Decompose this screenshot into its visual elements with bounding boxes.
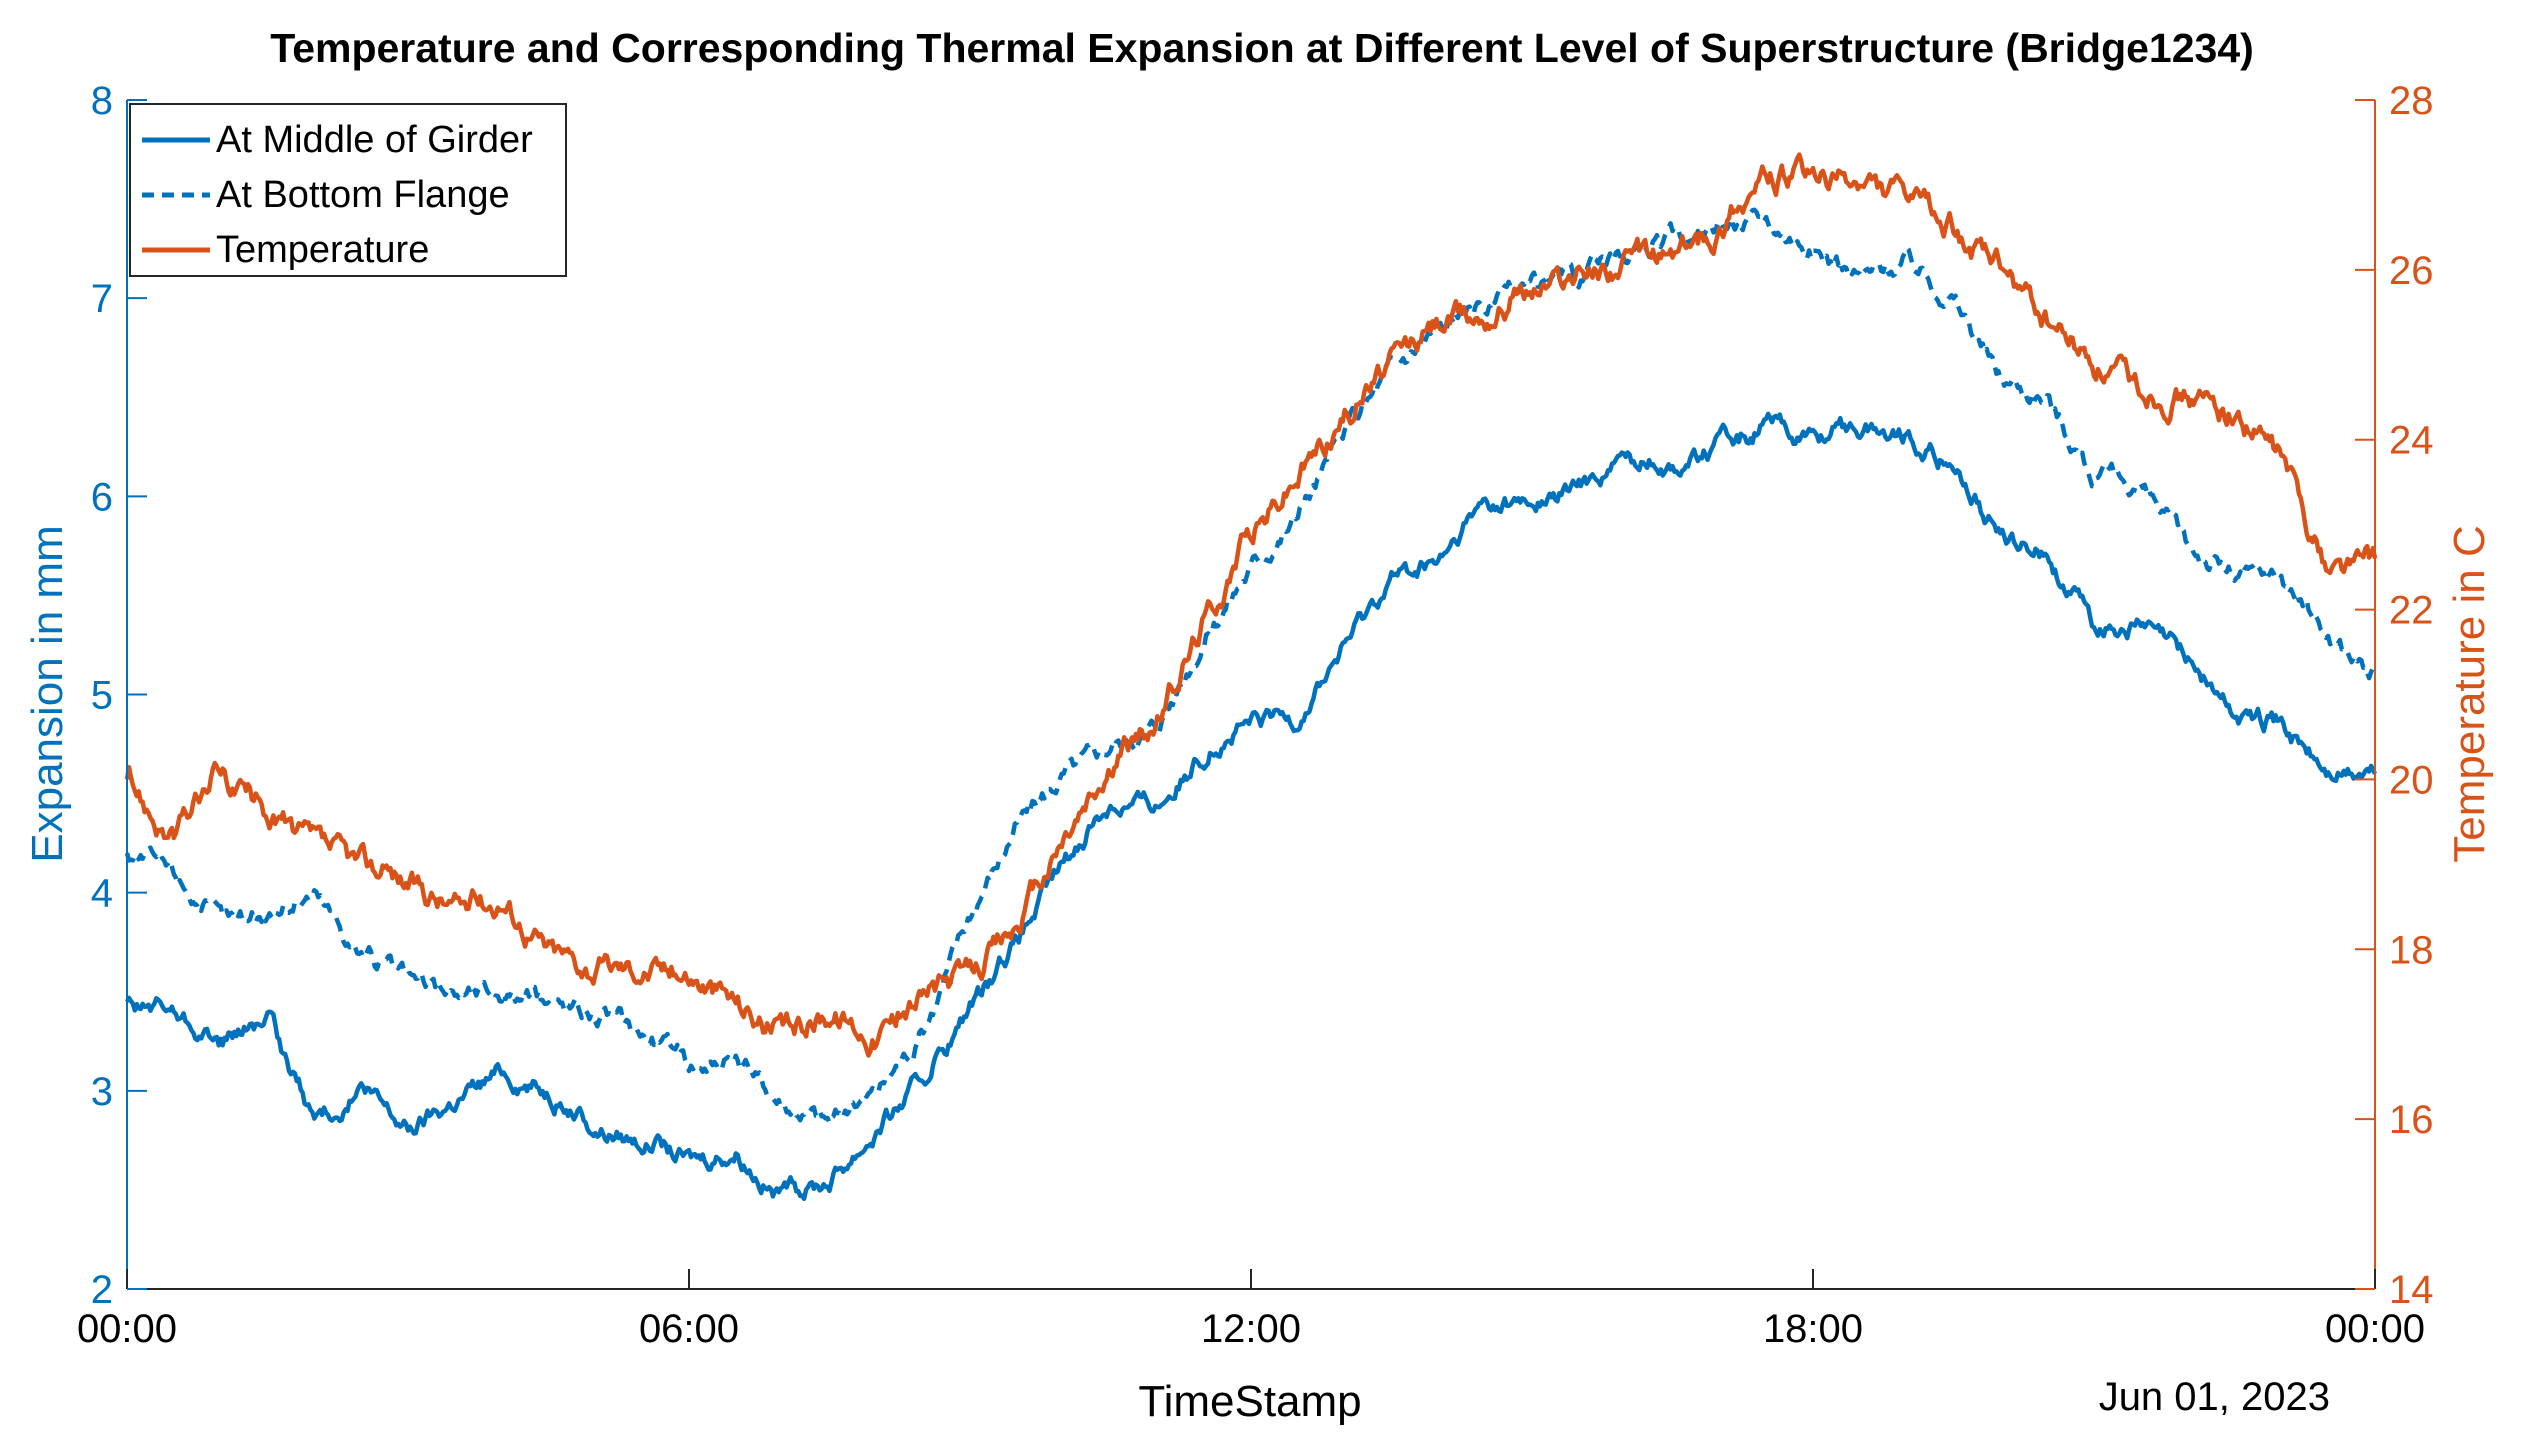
right-y-tick-label: 24	[2389, 419, 2434, 463]
chart-title: Temperature and Corresponding Thermal Ex…	[270, 25, 2254, 71]
right-y-tick-label: 18	[2389, 928, 2434, 972]
right-y-axis-ticks: 14 16 18 20 22 24 26 28	[2355, 79, 2434, 1312]
right-y-tick-label: 26	[2389, 249, 2434, 293]
right-y-tick-label: 16	[2389, 1098, 2434, 1142]
x-tick-label: 00:00	[2325, 1307, 2425, 1351]
legend: At Middle of Girder At Bottom Flange Tem…	[129, 103, 567, 277]
left-y-axis-label: Expansion in mm	[23, 525, 72, 862]
plot-area	[124, 152, 2378, 1202]
x-axis-date-label: Jun 01, 2023	[2099, 1375, 2330, 1419]
series-line-at-middle-of-girder	[125, 411, 2378, 1202]
left-y-tick-label: 3	[91, 1070, 113, 1114]
x-tick-label: 00:00	[77, 1307, 177, 1351]
x-tick-label: 06:00	[639, 1307, 739, 1351]
legend-box	[129, 103, 567, 277]
x-axis-label: TimeStamp	[1138, 1377, 1361, 1426]
x-tick-label: 18:00	[1763, 1307, 1863, 1351]
right-y-tick-label: 28	[2389, 79, 2434, 123]
left-y-tick-label: 5	[91, 674, 113, 718]
series-line-at-bottom-flange	[124, 207, 2378, 1126]
x-axis-ticks: 00:00 06:00 12:00 18:00 00:00	[77, 1269, 2425, 1351]
left-y-tick-label: 7	[91, 277, 113, 321]
legend-label-bottom: At Bottom Flange	[216, 174, 510, 216]
series-line-temperature	[124, 152, 2378, 1058]
legend-label-temperature: Temperature	[216, 229, 429, 271]
x-tick-label: 12:00	[1201, 1307, 1301, 1351]
right-y-axis-label: Temperature in C	[2445, 525, 2494, 862]
right-y-tick-label: 14	[2389, 1268, 2434, 1312]
right-y-tick-label: 20	[2389, 758, 2434, 802]
left-y-tick-label: 4	[91, 872, 113, 916]
legend-label-middle: At Middle of Girder	[216, 119, 533, 161]
left-y-tick-label: 2	[91, 1268, 113, 1312]
left-y-tick-label: 6	[91, 475, 113, 519]
left-y-axis-ticks: 2 3 4 5 6 7 8	[91, 79, 147, 1312]
right-y-tick-label: 22	[2389, 589, 2434, 633]
left-y-tick-label: 8	[91, 79, 113, 123]
